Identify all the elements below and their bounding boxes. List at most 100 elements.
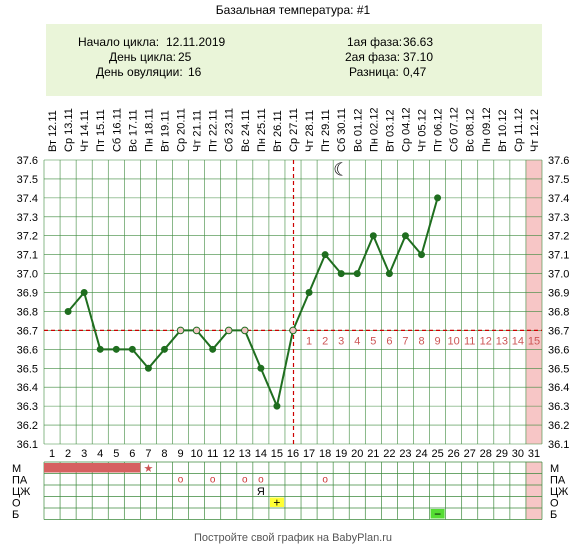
day-number-label: 16 [287,448,299,460]
temperature-point [224,326,233,335]
temperature-point [64,307,72,315]
day-number-label: 23 [399,448,411,460]
day-number-label: 6 [129,448,135,460]
date-label: Сб 07.12 [449,107,461,152]
day-number-label: 18 [319,448,331,460]
temperature-point [385,270,393,278]
cycle-day-value: 25 [178,50,192,64]
temperature-point [418,251,426,259]
day-number-label: 31 [528,448,540,460]
day-number-label: 30 [512,448,524,460]
date-label: Вс 08.12 [465,109,477,152]
cycle-day-label: День цикла: [109,50,176,64]
day-number-label: 24 [415,448,427,460]
pa-marker: o [210,475,216,486]
period-star-icon: ★ [143,462,153,475]
day-number-label: 14 [255,448,267,460]
date-label: Сб 30.11 [336,108,348,152]
y-tick-label-left: 37.3 [17,212,38,224]
pa-marker: o [258,475,264,486]
temperature-point [192,326,201,335]
date-label: Ср 13.11 [63,108,75,152]
day-number-label: 5 [113,448,119,460]
row-label-right: М [550,463,559,475]
date-label: Чт 14.11 [79,110,91,152]
day-number-label: 28 [480,448,492,460]
temperature-point [128,345,136,353]
cycle-start-value: 12.11.2019 [166,35,226,49]
row-label-left: О [12,498,21,510]
date-label: Вс 17.11 [127,109,139,152]
y-tick-label-left: 37.0 [17,269,38,281]
date-label: Вт 10.12 [497,109,509,152]
day-number-label: 4 [97,448,103,460]
date-label: Сб 16.11 [111,108,123,152]
ovulation-test-marker [269,497,284,507]
luteal-day-number: 3 [338,335,344,347]
date-label: Пт 22.11 [208,109,220,152]
y-tick-label-left: 36.9 [17,288,38,300]
row-label-left: ЦЖ [12,486,30,498]
cycle-info-panel: Начало цикла: 12.11.2019 День цикла: 25 … [46,24,542,96]
temperature-point [241,326,249,335]
day-number-label: 21 [367,448,379,460]
y-tick-label-right: 37.2 [548,231,569,243]
date-label: Ср 27.11 [288,108,300,152]
day-number-label: 15 [271,448,283,460]
row-label-left: Б [12,509,19,521]
date-label: Чт 28.11 [304,110,316,152]
y-tick-label-right: 36.4 [548,382,569,394]
luteal-day-number: 2 [322,335,328,347]
highlight-column [525,160,542,444]
footer-link-text: Постройте свой график на BabyPlan.ru [193,532,393,544]
period-bar [44,463,141,473]
y-tick-label-left: 36.6 [17,344,38,356]
luteal-day-number: 1 [306,335,312,347]
y-tick-label-right: 37.0 [548,269,569,281]
temperature-point [112,345,120,353]
difference-value: 0,47 [403,65,427,79]
y-tick-label-right: 36.7 [548,325,569,337]
y-tick-label-left: 37.5 [17,174,38,186]
day-number-label: 19 [335,448,347,460]
day-number-label: 8 [161,448,167,460]
date-label: Пн 25.11 [256,108,268,152]
ovulation-day-value: 16 [188,65,202,79]
temperature-point [337,270,345,278]
temperature-point [321,251,329,259]
phase2-label: 2ая фаза: [345,50,401,64]
date-label: Вт 19.11 [159,110,171,152]
y-tick-label-right: 36.1 [548,439,569,451]
y-tick-label-right: 37.4 [548,193,569,205]
date-label: Вт 12.11 [47,110,59,152]
temperature-point [353,270,361,278]
row-label-left: ПА [12,475,28,487]
row-label-right: ПА [550,475,566,487]
temperature-point [80,289,88,297]
day-number-label: 27 [464,448,476,460]
day-number-label: 9 [177,448,183,460]
row-label-right: Б [550,509,557,521]
y-tick-label-right: 36.2 [548,420,569,432]
cycle-start-label: Начало цикла: [78,35,160,49]
y-tick-label-left: 37.2 [17,231,38,243]
day-number-label: 26 [448,448,460,460]
y-tick-label-left: 37.4 [17,193,38,205]
day-number-label: 25 [431,448,443,460]
luteal-day-number: 8 [418,335,424,347]
date-label: Пн 02.12 [368,107,380,152]
y-tick-label-right: 36.6 [548,344,569,356]
temperature-point [369,232,377,240]
luteal-day-number: 5 [370,335,376,347]
temperature-point [160,345,168,353]
date-label: Пт 29.11 [320,109,332,152]
highlight-column-rows [525,462,542,520]
y-tick-label-left: 36.1 [17,439,38,451]
moon-icon: ☾ [333,159,349,180]
date-label: Пт 15.11 [95,109,107,152]
day-number-label: 2 [65,448,71,460]
luteal-day-number: 6 [386,335,392,347]
row-label-left: М [12,463,21,475]
date-label: Пн 09.12 [481,107,493,152]
